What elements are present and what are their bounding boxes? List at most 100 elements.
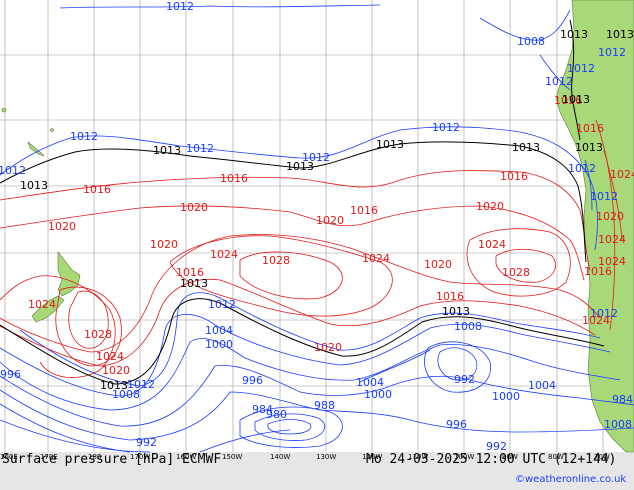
contour-label: 1008	[604, 418, 632, 431]
isobar-992-south	[0, 419, 151, 453]
contour-label: 1012	[208, 298, 236, 311]
contour-label: 1020	[476, 200, 504, 213]
isobar-1024-high	[169, 235, 393, 317]
isobar-1000	[0, 364, 634, 427]
contour-label: 1012	[568, 162, 596, 175]
contour-label: 988	[314, 399, 335, 412]
contour-label: 1020	[102, 364, 130, 377]
isobar-996-low	[424, 341, 491, 393]
isobar-992	[0, 403, 131, 453]
contour-label: 1008	[454, 320, 482, 333]
lon-label: 120W	[362, 453, 382, 461]
isobar-1012-south	[19, 292, 601, 387]
contour-label: 992	[486, 440, 507, 453]
lon-label: 130W	[316, 453, 336, 461]
map-title: Surface pressure [hPa] ECMWF	[2, 452, 222, 467]
isobar-1012	[0, 126, 598, 251]
contour-labels-blue: 1012 1012 1012 1012 1012 1012 1012 1012 …	[0, 0, 633, 453]
contour-label: 1020	[180, 201, 208, 214]
isobar-1028-east	[495, 248, 556, 283]
contour-label: 1020	[48, 220, 76, 233]
isobars-1013	[0, 19, 605, 385]
contour-label: 1016	[554, 94, 582, 107]
contour-label: 1024	[362, 252, 390, 265]
island	[50, 128, 54, 132]
contour-label: 1000	[205, 338, 233, 351]
contour-label: 996	[0, 368, 21, 381]
isobar-1016-chile	[595, 119, 616, 331]
isobar-1013-coast	[569, 19, 581, 141]
isobar-1012-chile	[584, 159, 593, 211]
isobar-1020	[0, 205, 585, 281]
lon-label: 170E	[40, 453, 58, 461]
isobar-1020-nz-inner	[55, 286, 122, 367]
contour-label: 1020	[150, 238, 178, 251]
contour-label: 996	[242, 374, 263, 387]
contour-label: 1024	[598, 233, 626, 246]
contour-label: 1013	[560, 28, 588, 41]
contour-label: 1012	[166, 0, 194, 13]
contour-label: 1012	[590, 307, 618, 320]
lon-label: 150W	[222, 453, 242, 461]
contour-label: 1004	[205, 324, 233, 337]
isobar-980-low	[267, 419, 312, 435]
contour-label: 1013	[153, 144, 181, 157]
contour-label: 1016	[220, 172, 248, 185]
lon-label: 90W	[502, 453, 518, 461]
contour-label: 1012	[590, 190, 618, 203]
contour-label: 1024	[28, 298, 56, 311]
contour-label: 980	[266, 408, 287, 421]
isobar-1028-nz	[68, 290, 109, 349]
lon-label: 100W	[454, 453, 474, 461]
isobar-1004-low	[359, 349, 431, 383]
contour-label: 1012	[302, 151, 330, 164]
contour-label: 1013	[606, 28, 634, 41]
contour-label: 1013	[286, 160, 314, 173]
contour-label: 1012	[186, 142, 214, 155]
lon-label: 140W	[270, 453, 290, 461]
contour-label: 1012	[545, 75, 573, 88]
isobars-blue	[0, 4, 634, 453]
contour-label: 1004	[356, 376, 384, 389]
contour-label: 1016	[83, 183, 111, 196]
contour-label: 1013	[376, 138, 404, 151]
isobar-1016	[0, 170, 591, 271]
contour-labels-black: 1013 1013 1013 1013 1013 1013 1013 1013 …	[20, 28, 634, 392]
isobar-992-low	[437, 347, 478, 381]
isobar-988-low	[239, 406, 343, 448]
isobar-1013-north	[0, 141, 587, 263]
contour-label: 1016	[576, 122, 604, 135]
contour-label: 1024	[478, 238, 506, 251]
lon-label: 180	[88, 453, 101, 461]
credit-link[interactable]: ©weatheronline.co.uk	[515, 474, 627, 485]
contour-label: 1020	[424, 258, 452, 271]
contour-label: 1020	[314, 341, 342, 354]
contour-label: 984	[252, 403, 273, 416]
contour-label: 1013	[20, 179, 48, 192]
contour-label: 992	[136, 436, 157, 449]
longitude-labels: 160E 170E 180 170W 160W 150W 140W 130W 1…	[0, 453, 610, 461]
contour-label: 1016	[350, 204, 378, 217]
forecast-datetime: Mo 24-03-2025 12:00 UTC (12+144)	[366, 452, 617, 467]
contour-labels-red: 1016 1016 1020 1020 1016 1016 1020 1020 …	[28, 94, 634, 377]
isobar-1028-high	[239, 251, 343, 300]
isobar-1024	[0, 275, 116, 378]
lon-label: 70W	[594, 453, 610, 461]
land	[1, 0, 634, 453]
lon-label: 160E	[0, 453, 18, 461]
ocean-area	[0, 0, 634, 452]
new-zealand-south-island	[31, 295, 65, 323]
contour-label: 1008	[517, 35, 545, 48]
isobar-984-low	[254, 413, 326, 441]
contour-label: 1024	[610, 168, 634, 181]
isobar-1024-east	[466, 228, 571, 297]
isobar-1013-south	[0, 298, 605, 385]
contour-label: 1013	[180, 277, 208, 290]
contour-label: 1028	[262, 254, 290, 267]
isobar-1020-chile	[603, 149, 623, 241]
contour-label: 1013	[575, 141, 603, 154]
isobar-1008	[0, 313, 611, 397]
contour-label: 1024	[96, 350, 124, 363]
